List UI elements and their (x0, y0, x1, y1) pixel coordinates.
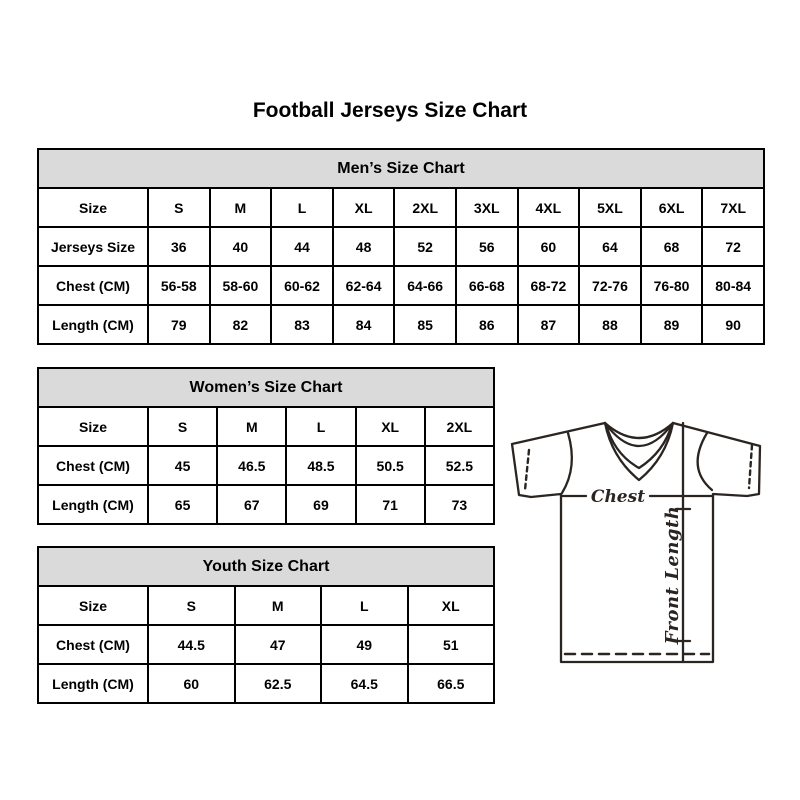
value-cell: 64-66 (393, 265, 457, 306)
value-cell: 90 (701, 304, 765, 345)
row-label: Size (37, 585, 149, 626)
value-cell: 48.5 (285, 445, 357, 486)
value-cell: 49 (320, 624, 409, 665)
value-cell: 87 (516, 304, 581, 345)
value-cell: 83 (270, 304, 334, 345)
value-cell: 2XL (393, 187, 457, 228)
row-label: Chest (CM) (37, 445, 149, 486)
youth-size-table: Youth Size Chart Size S M L XL Chest (CM) 44.5 4… (37, 546, 495, 704)
value-cell: M (208, 187, 273, 228)
value-cell: 72 (701, 226, 765, 267)
value-cell: 76-80 (639, 265, 704, 306)
jersey-collar-inner-v (604, 422, 674, 470)
value-cell: 64.5 (320, 663, 409, 704)
value-cell: S (147, 585, 236, 626)
jersey-collar-outer-v (603, 421, 675, 482)
row-label: Chest (CM) (37, 624, 149, 665)
value-cell: 68-72 (516, 265, 581, 306)
value-cell: 71 (354, 484, 426, 525)
value-cell: 79 (147, 304, 211, 345)
value-cell: 58-60 (208, 265, 273, 306)
value-cell: 60 (147, 663, 236, 704)
jersey-outline (510, 421, 762, 664)
value-cell: 48 (331, 226, 396, 267)
value-cell: 60-62 (270, 265, 334, 306)
value-cell: 52.5 (423, 445, 496, 486)
value-cell: 84 (331, 304, 396, 345)
value-cell: 60 (516, 226, 581, 267)
jersey-collar-band (603, 421, 675, 448)
value-cell: 62.5 (233, 663, 322, 704)
women-size-table: Women’s Size Chart Size S M L XL 2XL Chest (CM)… (37, 367, 496, 525)
value-cell: 82 (208, 304, 273, 345)
value-cell: 73 (423, 484, 496, 525)
women-size-table-title: Women’s Size Chart (37, 367, 495, 408)
value-cell: 66.5 (406, 663, 495, 704)
value-cell: L (270, 187, 334, 228)
men-size-table: Men’s Size Chart Size S M L XL 2XL 3XL 4XL 5XL 6XL… (37, 148, 765, 345)
value-cell: 46.5 (216, 445, 288, 486)
value-cell: 89 (639, 304, 704, 345)
value-cell: S (147, 187, 211, 228)
value-cell: S (146, 406, 219, 447)
value-cell: 44 (270, 226, 334, 267)
value-cell: 40 (208, 226, 273, 267)
row-label: Chest (CM) (37, 265, 149, 306)
value-cell: 56 (454, 226, 519, 267)
value-cell: 4XL (516, 187, 581, 228)
value-cell: 2XL (423, 406, 496, 447)
jersey-diagram: Chest Front Length (510, 421, 762, 664)
row-label: Jerseys Size (37, 226, 149, 267)
value-cell: 67 (216, 484, 288, 525)
value-cell: XL (354, 406, 426, 447)
value-cell: L (320, 585, 409, 626)
value-cell: 64 (578, 226, 642, 267)
row-label: Length (CM) (37, 663, 149, 704)
value-cell: 52 (393, 226, 457, 267)
row-label: Length (CM) (37, 484, 149, 525)
value-cell: 72-76 (578, 265, 642, 306)
chest-label: Chest (591, 487, 645, 507)
value-cell: 86 (454, 304, 519, 345)
value-cell: 68 (639, 226, 704, 267)
jersey-collar-back (603, 421, 675, 440)
left-cuff-dashed-line (523, 448, 531, 492)
row-label: Length (CM) (37, 304, 149, 345)
value-cell: 6XL (639, 187, 704, 228)
value-cell: 50.5 (354, 445, 426, 486)
value-cell: M (233, 585, 322, 626)
value-cell: 80-84 (701, 265, 765, 306)
value-cell: L (285, 406, 357, 447)
value-cell: 44.5 (147, 624, 236, 665)
value-cell: 65 (146, 484, 219, 525)
men-size-table-title: Men’s Size Chart (37, 148, 765, 189)
value-cell: 69 (285, 484, 357, 525)
page-title: Football Jerseys Size Chart (252, 99, 528, 122)
youth-size-table-title: Youth Size Chart (37, 546, 495, 587)
value-cell: 3XL (454, 187, 519, 228)
row-label: Size (37, 406, 149, 447)
value-cell: 36 (147, 226, 211, 267)
front-length-label: Front Length (662, 506, 683, 646)
value-cell: 56-58 (147, 265, 211, 306)
value-cell: 51 (406, 624, 495, 665)
value-cell: 7XL (701, 187, 765, 228)
row-label: Size (37, 187, 149, 228)
value-cell: M (216, 406, 288, 447)
value-cell: XL (331, 187, 396, 228)
value-cell: 5XL (578, 187, 642, 228)
jersey-right-armhole (696, 431, 714, 492)
value-cell: 88 (578, 304, 642, 345)
right-cuff-dashed-line (747, 443, 754, 490)
value-cell: 66-68 (454, 265, 519, 306)
value-cell: XL (406, 585, 495, 626)
value-cell: 85 (393, 304, 457, 345)
value-cell: 45 (146, 445, 219, 486)
jersey-left-armhole (560, 431, 573, 495)
value-cell: 62-64 (331, 265, 396, 306)
value-cell: 47 (233, 624, 322, 665)
